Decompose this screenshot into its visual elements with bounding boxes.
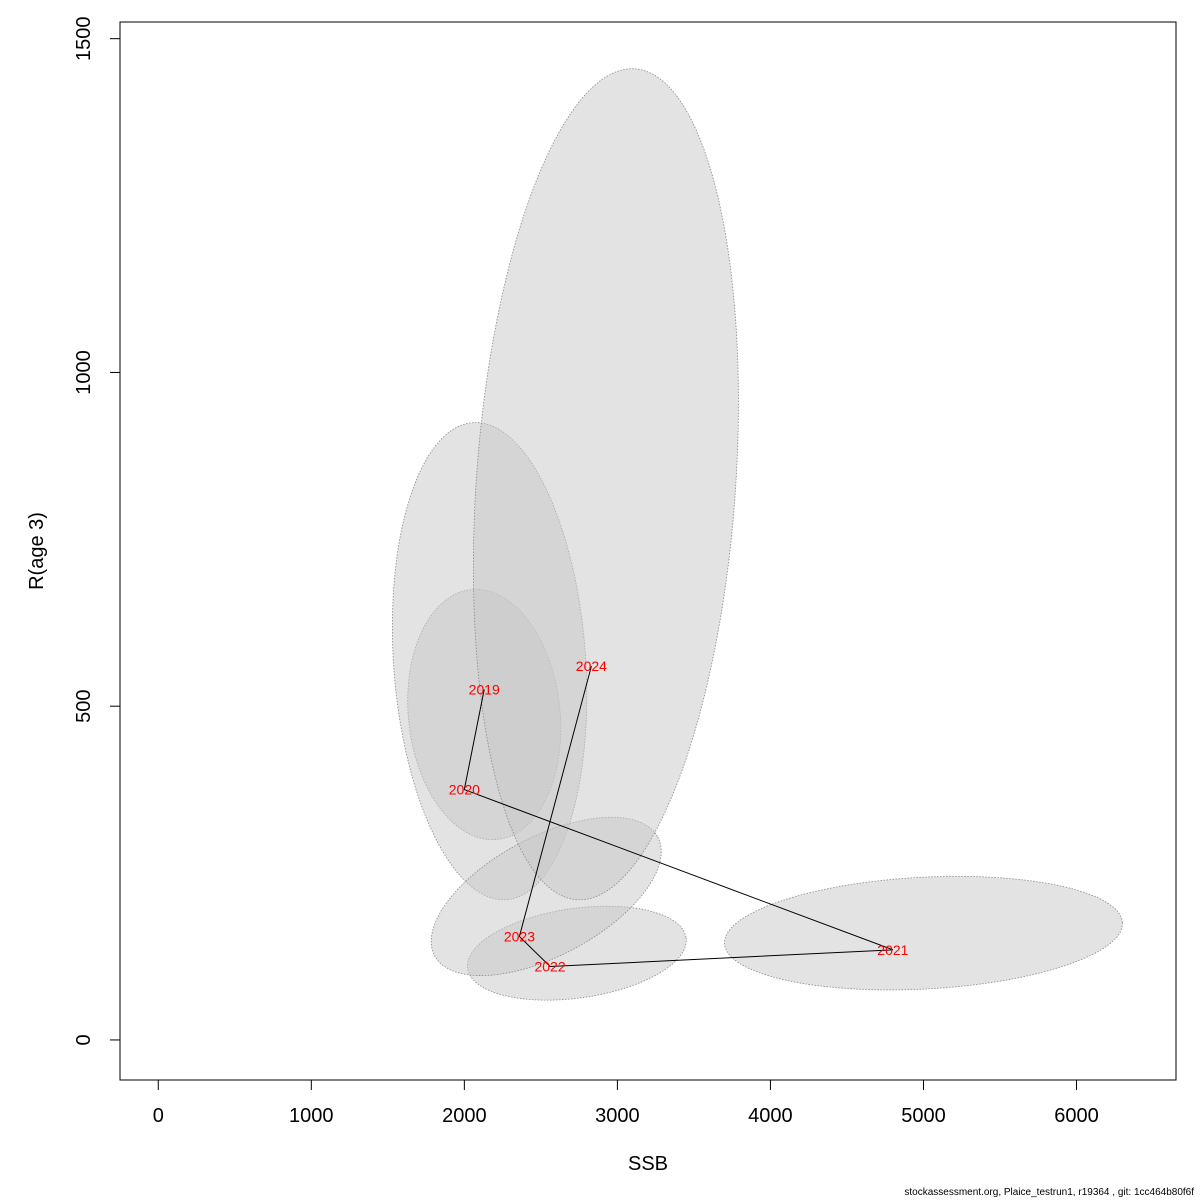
x-axis-title: SSB <box>628 1153 668 1175</box>
x-tick-label: 4000 <box>748 1105 793 1127</box>
confidence-ellipse-2021 <box>724 875 1123 991</box>
x-tick-label: 2000 <box>442 1105 487 1127</box>
y-tick-label: 1000 <box>73 350 95 395</box>
year-label-2024: 2024 <box>576 658 607 674</box>
x-tick-label: 5000 <box>901 1105 946 1127</box>
x-axis: 0 1000 2000 3000 4000 5000 6000 <box>153 1079 1099 1127</box>
year-labels: 2019 2020 2021 2022 2023 2024 <box>449 658 909 974</box>
x-tick-label: 0 <box>153 1105 164 1127</box>
y-tick-label: 1500 <box>73 16 95 61</box>
confidence-ellipse-2024 <box>472 68 739 901</box>
y-tick-label: 500 <box>73 690 95 723</box>
y-axis: 0 500 1000 1500 <box>73 16 121 1046</box>
confidence-ellipses <box>391 68 1123 1001</box>
year-label-2019: 2019 <box>469 682 500 698</box>
year-label-2023: 2023 <box>504 928 535 944</box>
year-label-2021: 2021 <box>877 942 908 958</box>
x-tick-label: 1000 <box>289 1105 334 1127</box>
y-tick-label: 0 <box>73 1034 95 1045</box>
footer-note: stockassessment.org, Plaice_testrun1, r1… <box>904 1187 1194 1198</box>
year-label-2022: 2022 <box>534 959 565 975</box>
trajectory-line <box>463 665 894 968</box>
x-tick-label: 3000 <box>595 1105 640 1127</box>
y-axis-title: R(age 3) <box>26 512 48 590</box>
year-label-2020: 2020 <box>449 782 480 798</box>
x-tick-label: 6000 <box>1054 1105 1099 1127</box>
